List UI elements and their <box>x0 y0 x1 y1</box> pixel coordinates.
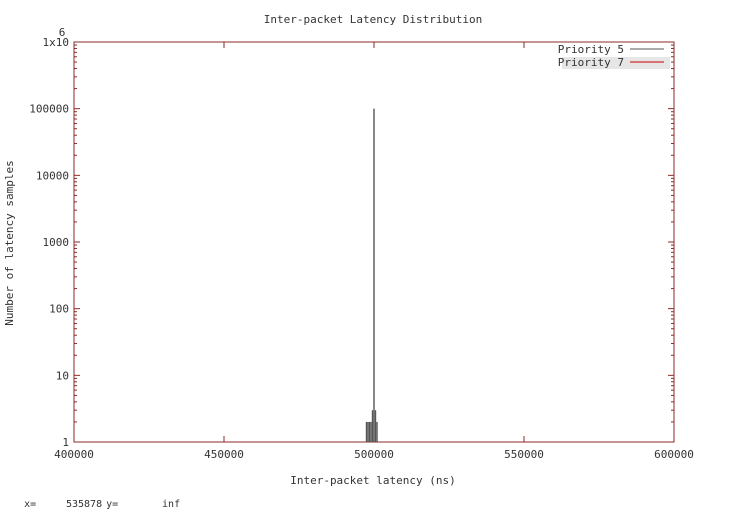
y-tick-label: 100000 <box>29 103 69 116</box>
chart: Inter-packet Latency Distribution Number… <box>0 13 694 510</box>
x-axis-label: Inter-packet latency (ns) <box>290 474 456 487</box>
y-tick-label: 1x10 <box>43 36 70 49</box>
status-y-value: inf <box>162 499 181 510</box>
status-y-label: y= <box>106 499 119 510</box>
y-tick-label: 10 <box>56 369 69 382</box>
status-bar: x= 535878 y= inf <box>0 488 180 510</box>
y-tick-label: 10000 <box>36 169 69 182</box>
status-x-value: 535878 <box>65 499 103 510</box>
y-tick-label: 100 <box>49 303 69 316</box>
x-tick-label: 450000 <box>204 448 244 461</box>
x-tick-label: 550000 <box>504 448 544 461</box>
legend-highlight <box>562 57 670 69</box>
y-tick-label: 1000 <box>43 236 70 249</box>
y-tick-label: 1 <box>62 436 69 449</box>
chart-title: Inter-packet Latency Distribution <box>264 13 483 26</box>
legend-label: Priority 5 <box>558 43 624 56</box>
chart-canvas: Inter-packet Latency Distribution Number… <box>3 13 694 487</box>
y-top-exponent: 6 <box>59 26 66 39</box>
x-tick-label: 600000 <box>654 448 694 461</box>
bars-group <box>365 108 378 442</box>
y-axis-label: Number of latency samples <box>3 160 16 326</box>
status-x-label: x= <box>24 499 37 510</box>
legend-label: Priority 7 <box>558 56 624 69</box>
x-tick-label: 500000 <box>354 448 394 461</box>
x-axis-ticks: 400000 450000 500000 550000 600000 <box>54 42 694 461</box>
x-tick-label: 400000 <box>54 448 94 461</box>
